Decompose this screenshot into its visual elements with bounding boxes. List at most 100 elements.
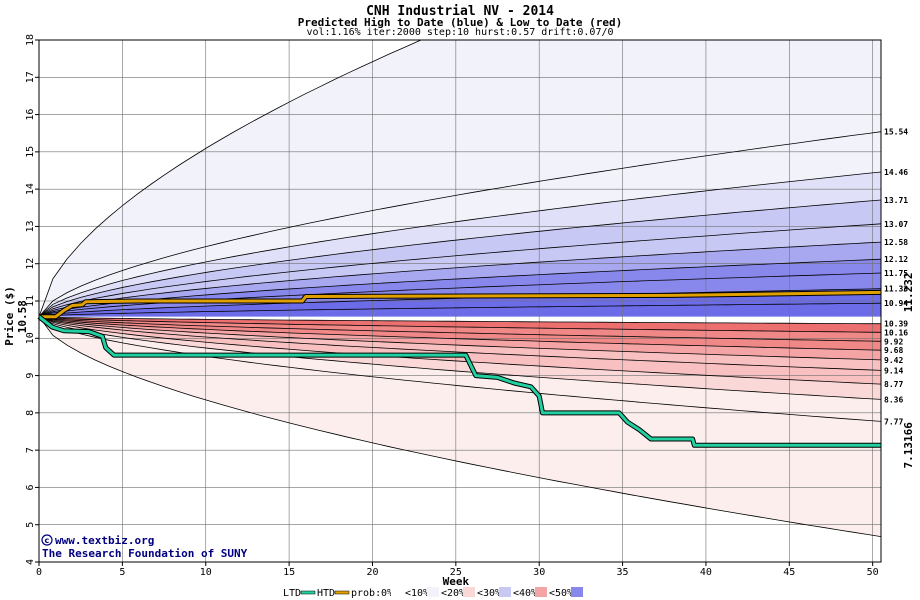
x-axis-label: Week	[443, 575, 470, 588]
y-tick-label: 11	[25, 295, 36, 307]
boundary-curve	[39, 316, 881, 371]
y-tick-label: 13	[25, 220, 36, 232]
boundary-curve	[39, 316, 881, 333]
legend: LTD HTD prob: 0% <10% <20% <30% <40% <50%	[283, 587, 583, 599]
boundary-curve	[39, 131, 881, 317]
right-label: 12.58	[884, 238, 908, 247]
boundary-curve	[39, 40, 423, 317]
legend-htd-swatch	[334, 590, 350, 595]
y-tick-label: 16	[25, 109, 36, 121]
band-upper	[39, 200, 881, 317]
chart-title: CNH Industrial NV - 2014	[366, 4, 554, 19]
boundary-curve	[39, 258, 881, 318]
boundary-curve	[39, 199, 881, 318]
legend-item-label: <40%	[513, 588, 537, 599]
legend-item-label: 0%	[381, 588, 393, 599]
legend-item-swatch	[499, 587, 511, 597]
right-label: 11.75	[884, 269, 908, 278]
svg-text:www.textbiz.org: www.textbiz.org	[55, 534, 154, 547]
credit-org: The Research Foundation of SUNY	[42, 547, 248, 560]
right-label: 8.36	[884, 395, 903, 404]
y-tick-label: 8	[25, 410, 36, 416]
series-lines	[37, 289, 882, 448]
right-label: 14.46	[884, 168, 908, 177]
legend-item-label: <50%	[549, 588, 573, 599]
axis-ticks: 0 5 10 15 20 25 30 35 40 45 5045678910111213141516…	[25, 34, 879, 578]
band-upper-core	[39, 303, 881, 317]
legend-item-label: <20%	[441, 588, 465, 599]
x-tick-label: 30	[533, 567, 545, 578]
legend-item-swatch	[463, 587, 475, 597]
x-tick-label: 5	[119, 567, 125, 578]
boundary-curve	[39, 302, 881, 318]
x-tick-label: 20	[366, 567, 378, 578]
band-lower	[39, 316, 881, 333]
y-tick-label: 12	[25, 258, 36, 270]
chart-params: vol:1.16% iter:2000 step:10 hurst:0.57 d…	[306, 27, 614, 38]
band-upper	[39, 242, 881, 317]
y-axis-label: Price ($)	[3, 286, 16, 346]
boundary-curve	[39, 241, 881, 318]
boundary-curve	[39, 316, 881, 361]
band-lower	[39, 316, 881, 360]
band-lower	[39, 316, 881, 342]
band-upper	[39, 131, 881, 317]
y-tick-label: 7	[25, 447, 36, 453]
legend-htd-label: HTD	[317, 588, 335, 599]
right-label: 9.68	[884, 346, 903, 355]
boundary-curve	[39, 316, 881, 325]
boundary-curve	[39, 316, 881, 385]
band-lower	[39, 316, 881, 422]
band-upper	[39, 40, 881, 317]
boundary-curve	[39, 223, 881, 318]
right-labels: 15.54 14.46 13.71 13.07 12.58 12.12 11.75 11.33…	[884, 128, 908, 427]
ltd-end-label: 7.13166	[902, 422, 915, 469]
band-lower	[39, 316, 881, 537]
band-lower-core	[39, 316, 881, 324]
start-price-label: 10.58	[16, 300, 29, 333]
probability-bands	[39, 40, 881, 537]
right-label: 13.07	[884, 220, 908, 229]
svg-text:c: c	[45, 536, 50, 545]
legend-ltd-swatch	[300, 590, 316, 595]
right-label: 9.14	[884, 366, 903, 375]
x-tick-label: 40	[700, 567, 712, 578]
chart-subtitle: Predicted High to Date (blue) & Low to D…	[297, 16, 623, 29]
right-label: 9.92	[884, 337, 903, 346]
legend-ltd-label: LTD	[283, 588, 301, 599]
band-layer	[39, 40, 881, 537]
right-label: 10.39	[884, 320, 908, 329]
y-tick-label: 9	[25, 373, 36, 379]
band-upper	[39, 172, 881, 317]
x-tick-label: 0	[36, 567, 42, 578]
y-tick-label: 4	[25, 559, 36, 565]
legend-item-swatch	[427, 587, 439, 597]
right-label: 12.12	[884, 255, 908, 264]
y-tick-label: 10	[25, 332, 36, 344]
legend-prob-label: prob:	[351, 588, 381, 599]
right-label: 11.33	[884, 285, 908, 294]
band-lower	[39, 316, 881, 385]
credit-link[interactable]: www.textbiz.org	[55, 534, 154, 547]
legend-item-label: <30%	[477, 588, 501, 599]
y-tick-label: 18	[25, 34, 36, 46]
band-lower	[39, 316, 881, 351]
y-tick-label: 14	[25, 183, 36, 195]
y-tick-label: 17	[25, 71, 36, 83]
htd-end-label: 11.232	[902, 273, 915, 313]
right-label: 10.94	[884, 299, 908, 308]
legend-item-swatch	[535, 587, 547, 597]
band-upper	[39, 259, 881, 317]
x-tick-label: 45	[783, 567, 795, 578]
y-tick-label: 6	[25, 484, 36, 490]
ltd-line	[38, 315, 881, 447]
band-lower	[39, 316, 881, 400]
x-tick-label: 25	[450, 567, 462, 578]
y-tick-label: 5	[25, 522, 36, 528]
band-lower	[39, 316, 881, 371]
right-label: 15.54	[884, 128, 908, 137]
right-label: 7.77	[884, 417, 903, 426]
htd-line	[39, 290, 882, 319]
x-tick-label: 10	[200, 567, 212, 578]
band-upper	[39, 223, 881, 317]
